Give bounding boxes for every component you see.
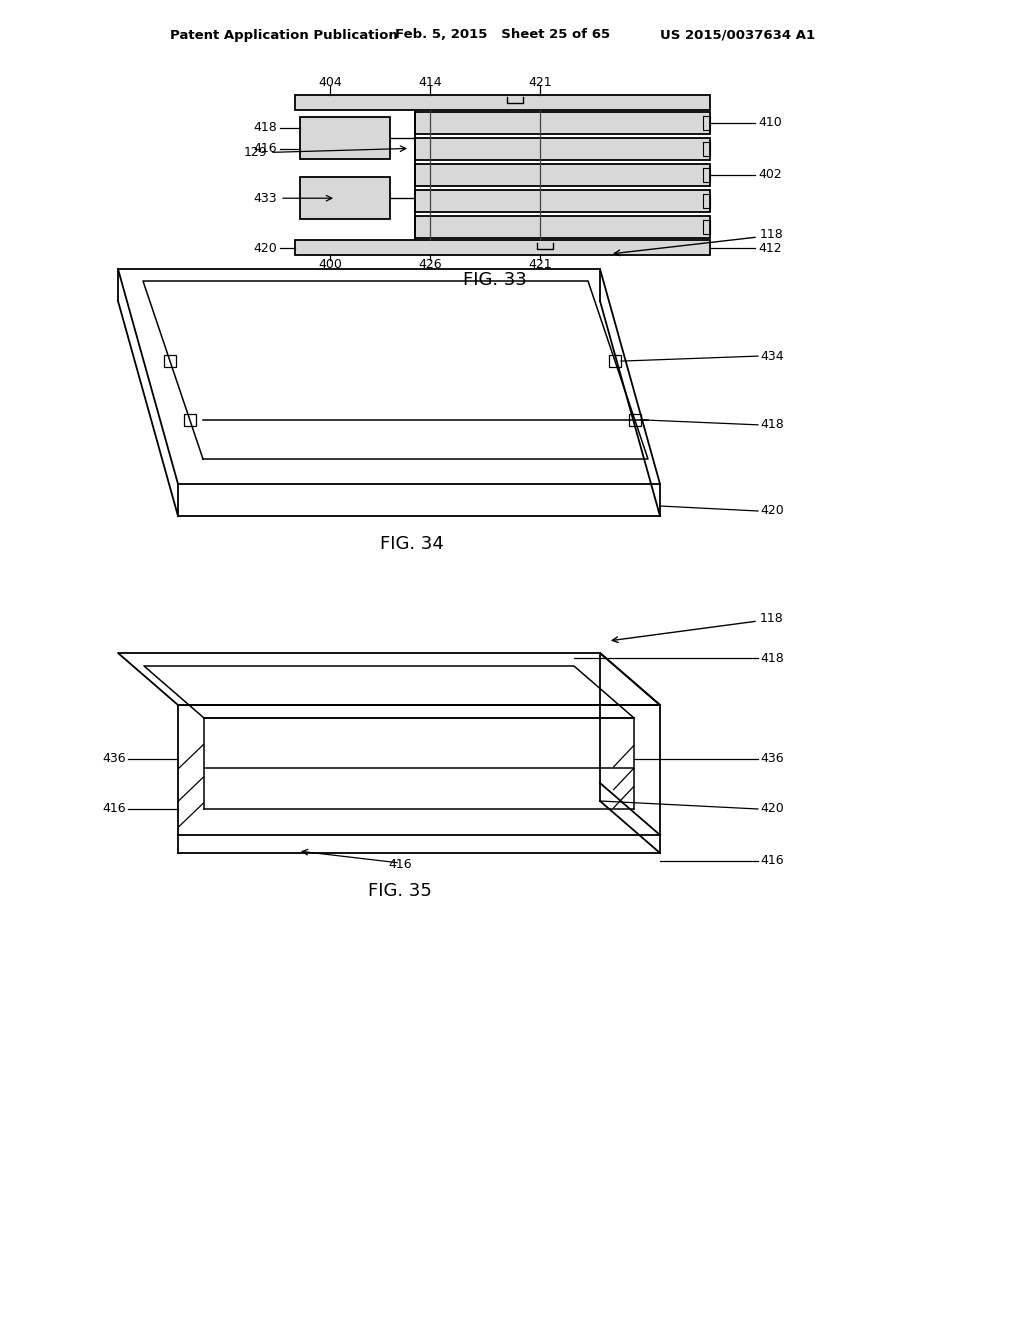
Bar xyxy=(415,164,710,186)
Bar xyxy=(415,190,710,213)
Bar xyxy=(415,137,710,160)
Text: 433: 433 xyxy=(253,191,278,205)
Bar xyxy=(300,177,390,219)
Text: FIG. 34: FIG. 34 xyxy=(380,535,444,553)
Text: Patent Application Publication: Patent Application Publication xyxy=(170,29,397,41)
Text: 421: 421 xyxy=(528,75,552,88)
Text: 436: 436 xyxy=(760,752,783,766)
Text: 404: 404 xyxy=(318,75,342,88)
Text: 420: 420 xyxy=(253,242,278,255)
Bar xyxy=(164,355,176,367)
Bar xyxy=(629,414,641,426)
Text: 418: 418 xyxy=(760,652,783,664)
Text: Feb. 5, 2015   Sheet 25 of 65: Feb. 5, 2015 Sheet 25 of 65 xyxy=(395,29,610,41)
Text: 416: 416 xyxy=(102,803,126,816)
Text: 416: 416 xyxy=(388,858,412,871)
Text: FIG. 35: FIG. 35 xyxy=(368,882,432,900)
Bar xyxy=(415,215,710,238)
Text: 416: 416 xyxy=(760,854,783,867)
Bar xyxy=(295,95,710,110)
Text: 420: 420 xyxy=(760,803,783,816)
Text: 118: 118 xyxy=(760,611,783,624)
Text: 426: 426 xyxy=(418,257,441,271)
Text: 421: 421 xyxy=(528,257,552,271)
Text: 410: 410 xyxy=(758,116,781,129)
Text: 418: 418 xyxy=(760,418,783,432)
Text: 129: 129 xyxy=(244,147,267,158)
Text: 418: 418 xyxy=(253,121,278,135)
Text: 416: 416 xyxy=(253,143,278,156)
Text: 118: 118 xyxy=(760,227,783,240)
Text: 400: 400 xyxy=(318,257,342,271)
Text: US 2015/0037634 A1: US 2015/0037634 A1 xyxy=(660,29,815,41)
Text: 412: 412 xyxy=(758,242,781,255)
Text: FIG. 33: FIG. 33 xyxy=(463,271,527,289)
Bar xyxy=(609,355,621,367)
Text: 420: 420 xyxy=(760,504,783,517)
Text: 434: 434 xyxy=(760,350,783,363)
Text: 402: 402 xyxy=(758,169,781,181)
Bar xyxy=(183,414,196,426)
Bar xyxy=(415,112,710,135)
Bar xyxy=(300,117,390,160)
Bar xyxy=(295,240,710,255)
Text: 414: 414 xyxy=(418,75,441,88)
Text: 436: 436 xyxy=(102,752,126,766)
